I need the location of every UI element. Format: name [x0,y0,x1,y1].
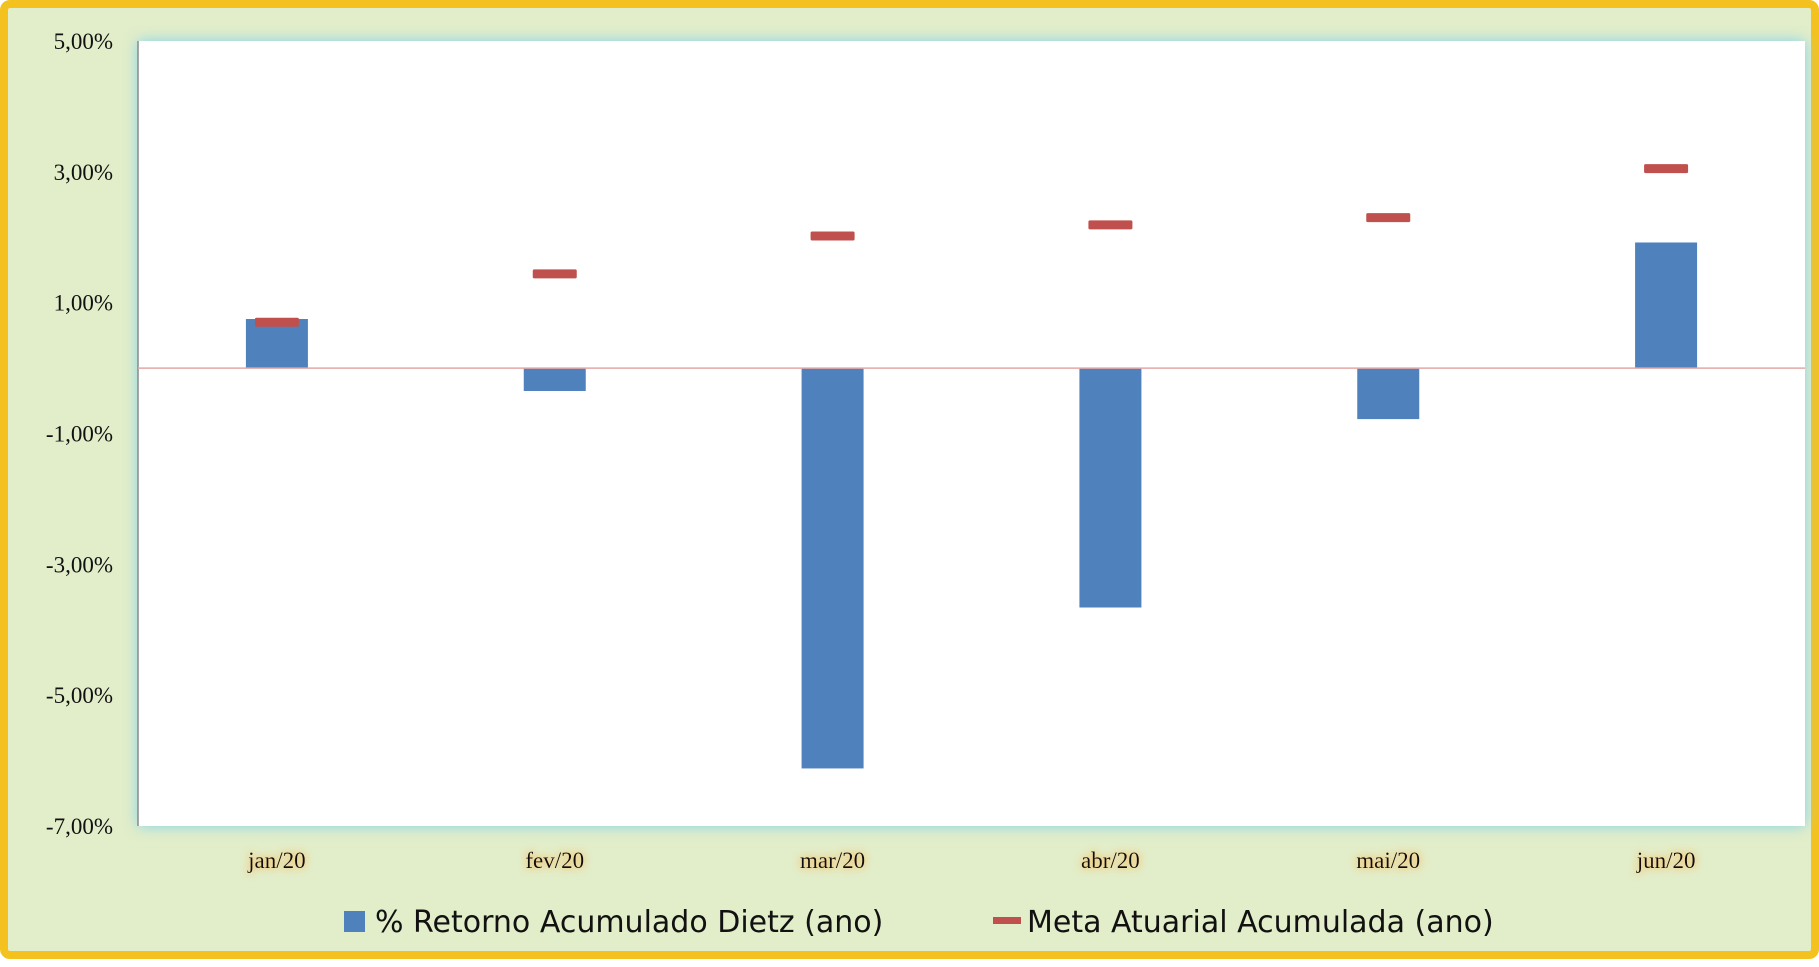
y-tick-label: 5,00% [54,29,113,54]
bar-fev-20 [523,368,586,391]
x-axis-labels: jan/20 fev/20 mar/20 abr/20 mai/20 jun/20 [247,848,1695,873]
marker-series [254,164,1689,327]
marker-mar-20 [810,231,855,241]
marker-jan-20 [254,317,299,327]
chart: 5,00%3,00%1,00%-1,00%-3,00%-5,00%-7,00% … [46,29,1805,940]
legend-label-marker: Meta Atuarial Acumulada (ano) [1027,905,1494,940]
y-axis-ticks: 5,00% 3,00% 1,00% -1,00% -3,00% -5,00% -7,00% [46,29,113,839]
x-tick-label: fev/20 [525,848,584,873]
bar-series [245,242,1698,769]
x-tick-label: mai/20 [1356,848,1420,873]
y-tick-label: -3,00% [46,552,113,577]
x-tick-label: jun/20 [1636,848,1696,873]
plot-area [138,41,1805,826]
marker-mai-20 [1366,213,1411,223]
legend-label-bar: % Retorno Acumulado Dietz (ano) [375,905,883,940]
x-tick-label: mar/20 [800,848,865,873]
y-tick-label: -1,00% [46,422,113,447]
x-tick-label: abr/20 [1081,848,1140,873]
bar-abr-20 [1079,368,1142,608]
marker-abr-20 [1088,220,1133,230]
bar-mar-20 [801,368,864,769]
y-tick-label: 1,00% [54,291,113,316]
y-tick-label: -7,00% [46,814,113,839]
bar-jun-20 [1635,242,1698,369]
y-tick-label: 3,00% [54,160,113,185]
x-tick-label: jan/20 [247,848,306,873]
legend: % Retorno Acumulado Dietz (ano) Meta Atua… [344,905,1494,940]
bar-jan-20 [245,319,308,369]
bar-mai-20 [1357,368,1420,420]
y-tick-label: -5,00% [46,683,113,708]
marker-jun-20 [1644,164,1689,174]
marker-fev-20 [532,269,577,279]
legend-swatch-marker [993,917,1021,924]
legend-swatch-bar [344,911,365,932]
